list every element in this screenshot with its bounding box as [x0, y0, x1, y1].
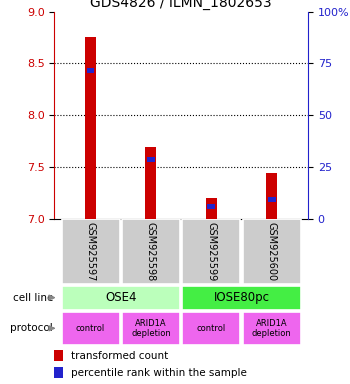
Text: control: control [197, 324, 226, 333]
Text: control: control [76, 324, 105, 333]
Text: ARID1A
depletion: ARID1A depletion [131, 319, 171, 338]
Bar [86, 68, 95, 73]
Bar [146, 147, 156, 219]
Bar [268, 197, 276, 202]
Text: GSM925597: GSM925597 [85, 222, 96, 281]
Text: ARID1A
depletion: ARID1A depletion [252, 319, 292, 338]
Bar [62, 312, 119, 344]
Title: GDS4826 / ILMN_1802653: GDS4826 / ILMN_1802653 [90, 0, 272, 10]
Bar [122, 312, 180, 344]
Bar [243, 312, 301, 344]
Bar [62, 286, 180, 310]
Bar [182, 219, 240, 284]
Bar [182, 286, 301, 310]
Text: OSE4: OSE4 [105, 291, 136, 304]
Bar [122, 219, 180, 284]
Bar [206, 198, 217, 219]
Bar [182, 312, 240, 344]
Text: protocol: protocol [10, 323, 53, 333]
Bar [54, 350, 63, 361]
Text: IOSE80pc: IOSE80pc [214, 291, 270, 304]
Text: GSM925600: GSM925600 [267, 222, 277, 281]
Text: transformed count: transformed count [71, 351, 168, 361]
Bar [54, 367, 63, 378]
Text: cell line: cell line [13, 293, 53, 303]
Bar [62, 219, 119, 284]
Text: GSM925599: GSM925599 [206, 222, 216, 281]
Text: percentile rank within the sample: percentile rank within the sample [71, 368, 247, 378]
Bar [243, 219, 301, 284]
Bar [147, 157, 155, 162]
Bar [85, 38, 96, 219]
Bar [266, 173, 277, 219]
Bar [208, 204, 215, 209]
Text: GSM925598: GSM925598 [146, 222, 156, 281]
